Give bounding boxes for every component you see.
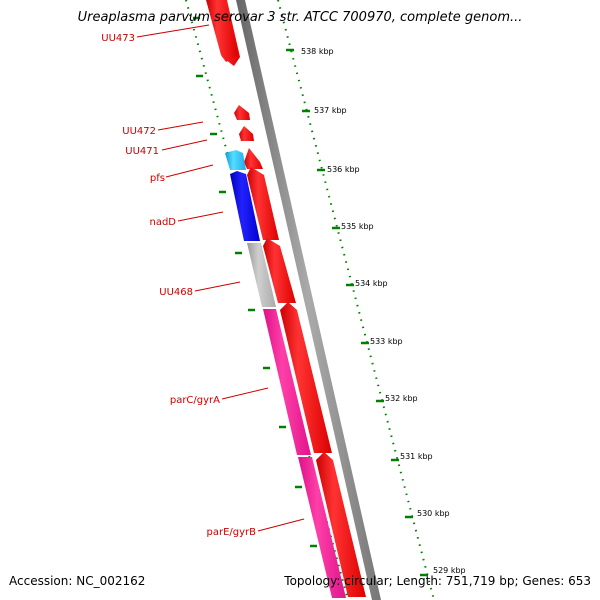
scale-label: 529 kbp <box>433 566 466 575</box>
gene-block-UU468 <box>247 243 276 307</box>
gene-block-UU473 <box>206 0 238 62</box>
scale-labels: 538 kbp 537 kbp 536 kbp 535 kbp 534 kbp … <box>301 47 466 575</box>
gene-label-parC-gyrA[interactable]: parC/gyrA <box>170 395 220 406</box>
gene-block-parE-gyrB <box>298 457 346 598</box>
gene-block-nadD <box>230 171 260 241</box>
gene-label-UU471[interactable]: UU471 <box>125 146 159 157</box>
scale-label: 534 kbp <box>355 279 388 288</box>
gene-block-parC-gyrA <box>263 309 311 455</box>
scale-label: 530 kbp <box>417 509 450 518</box>
scale-label: 538 kbp <box>301 47 334 56</box>
gene-label-UU473[interactable]: UU473 <box>101 33 135 44</box>
gene-label-nadD[interactable]: nadD <box>149 217 176 228</box>
cds-forward-2 <box>234 105 250 120</box>
reverse-strand-features <box>206 0 346 598</box>
scale-label: 533 kbp <box>370 337 403 346</box>
scale-label: 531 kbp <box>400 452 433 461</box>
forward-strand-features <box>209 0 366 597</box>
genome-backbone <box>236 0 381 600</box>
topology-label: Topology: circular; Length: 751,719 bp; … <box>284 574 591 588</box>
gene-labels: UU473 UU472 UU471 pfs nadD UU468 parC/gy… <box>101 33 256 538</box>
scale-label: 537 kbp <box>314 106 347 115</box>
map-title: Ureaplasma parvum serovar 3 str. ATCC 70… <box>77 10 523 25</box>
cds-forward-5 <box>247 167 279 240</box>
gene-label-pfs[interactable]: pfs <box>150 173 165 184</box>
gene-label-UU468[interactable]: UU468 <box>159 287 193 298</box>
scale-label: 535 kbp <box>341 222 374 231</box>
gene-block-pfs <box>225 150 246 170</box>
cds-forward-8 <box>316 452 366 597</box>
accession-label: Accession: NC_002162 <box>9 574 146 588</box>
scale-label: 532 kbp <box>385 394 418 403</box>
gene-label-UU472[interactable]: UU472 <box>122 126 156 137</box>
cds-forward-3 <box>239 126 254 141</box>
cds-forward-4 <box>244 148 263 169</box>
cds-forward-7 <box>280 302 332 453</box>
scale-label: 536 kbp <box>327 165 360 174</box>
gene-label-parE-gyrB[interactable]: parE/gyrB <box>206 527 256 538</box>
inner-major-ticks <box>193 16 317 548</box>
label-leader-lines <box>136 24 305 532</box>
cds-forward-6 <box>263 238 296 303</box>
outer-major-ticks <box>286 48 428 577</box>
